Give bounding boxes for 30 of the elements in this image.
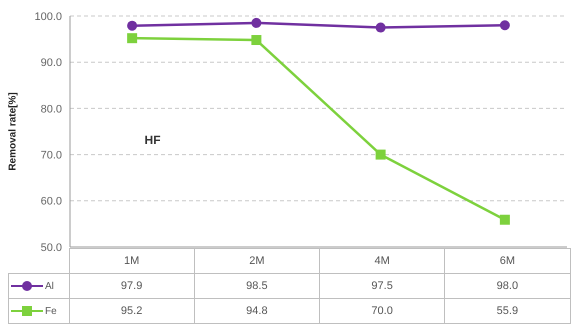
annotation: HF (144, 133, 161, 147)
data-label: 95.2 (69, 298, 194, 324)
point (376, 150, 386, 160)
x-tick-label: 2M (194, 248, 320, 274)
y-tick-label: 70.0 (40, 150, 62, 162)
data-label: 70.0 (320, 298, 445, 324)
point (500, 214, 510, 225)
data-label: 94.8 (194, 298, 320, 324)
point (127, 20, 138, 31)
y-tick-label: 100.0 (34, 10, 62, 23)
x-tick-label: 1M (69, 248, 194, 274)
y-tick-label: 50.0 (40, 242, 62, 254)
point (500, 20, 510, 30)
data-label: 98.5 (194, 274, 320, 298)
data-label: 98.0 (444, 274, 570, 298)
point (251, 18, 262, 28)
point (376, 22, 386, 33)
point (251, 35, 262, 46)
legend-label: Fe (44, 306, 57, 317)
x-tick-label: 4M (320, 248, 445, 274)
y-tick-label: 80.0 (40, 103, 62, 116)
data-label: 97.9 (69, 274, 194, 298)
data-label: 55.9 (444, 298, 570, 324)
data-label: 97.5 (320, 274, 445, 298)
x-tick-label: 6M (444, 248, 570, 274)
y-axis-title: Removal rate[%] (8, 92, 19, 171)
legend-label: Al (44, 280, 54, 292)
point (127, 33, 138, 44)
y-tick-label: 60.0 (40, 196, 62, 208)
y-tick-label: 90.0 (40, 57, 62, 70)
